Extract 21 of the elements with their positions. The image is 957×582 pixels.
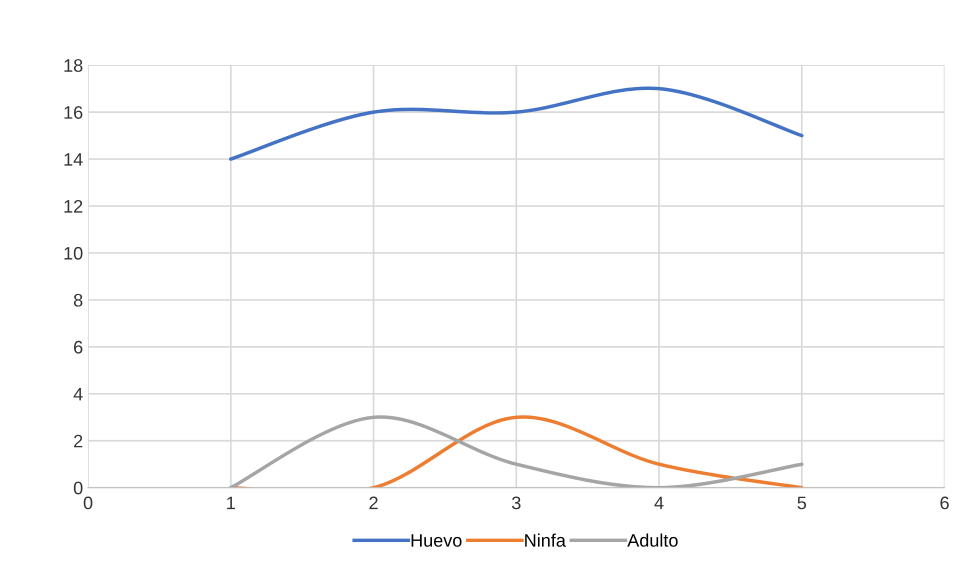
y-tick-label: 4 (74, 388, 83, 400)
y-tick-label: 12 (64, 200, 82, 213)
legend-label: Huevo (412, 534, 462, 547)
y-tick-label: 8 (74, 294, 82, 307)
x-tick-label: 4 (654, 496, 664, 510)
y-tick-label: 0 (74, 482, 82, 494)
y-tick-label: 18 (64, 59, 82, 72)
legend-label: Ninfa (525, 534, 566, 547)
x-tick-label: 3 (512, 496, 521, 510)
y-tick-label: 10 (64, 246, 82, 260)
x-tick-label: 6 (940, 496, 949, 510)
y-tick-label: 6 (74, 340, 82, 354)
x-tick-label: 2 (369, 496, 378, 510)
legend-label: Adulto (627, 534, 678, 547)
y-tick-label: 16 (64, 106, 82, 119)
line-series (229, 86, 804, 161)
x-tick-label: 5 (798, 496, 806, 510)
x-tick-label: 0 (84, 496, 92, 510)
x-tick-label: 1 (227, 496, 235, 510)
y-tick-label: 14 (64, 153, 83, 166)
y-tick-label: 2 (74, 434, 82, 448)
